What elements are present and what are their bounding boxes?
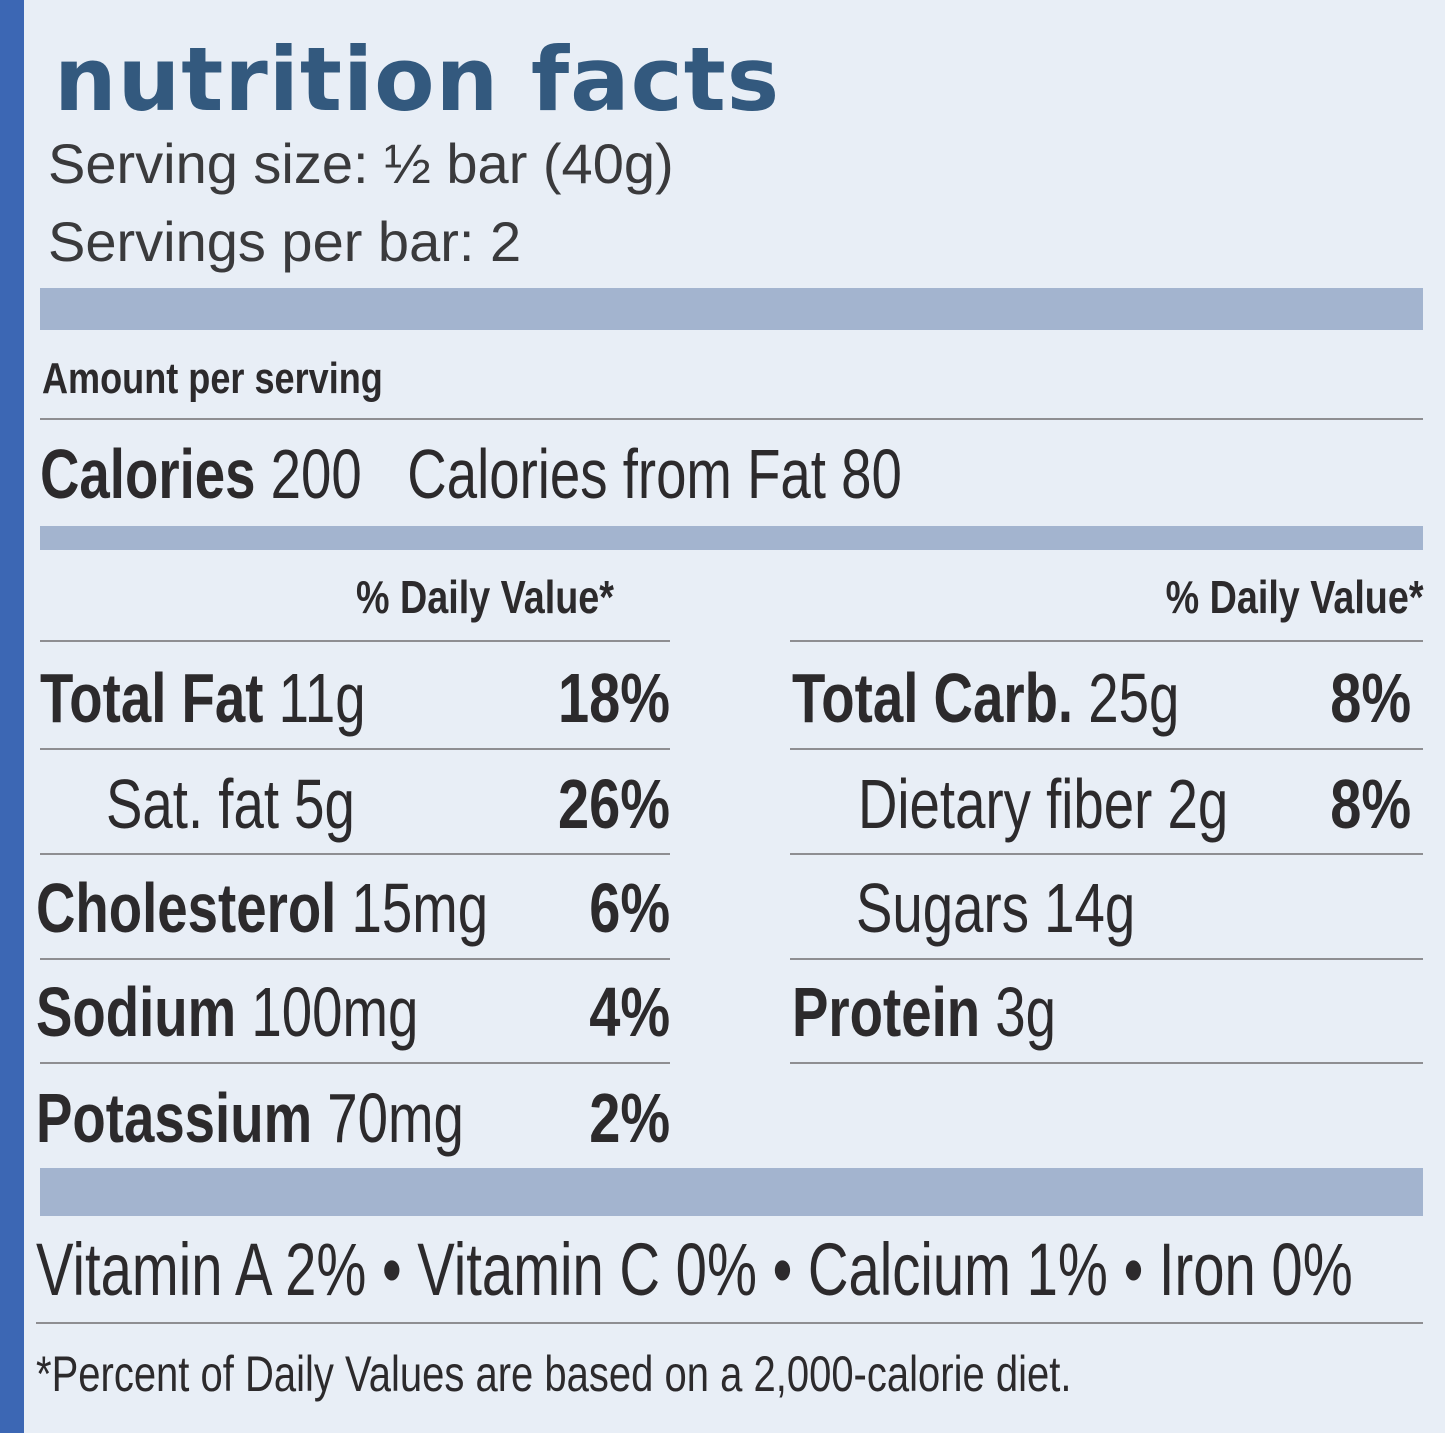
rule-left-4 (40, 1062, 670, 1064)
nutrient-potassium: Potassium 70mg (36, 1078, 464, 1158)
rule-right-2 (790, 853, 1423, 855)
label-title: nutrition facts (54, 28, 781, 131)
nutrient-amount: 3g (995, 973, 1057, 1051)
nutrient-cholesterol: Cholesterol 15mg (36, 868, 488, 948)
divider-footnote (36, 1322, 1423, 1324)
nutrient-label: Cholesterol (36, 869, 337, 947)
rule-right-3 (790, 958, 1423, 960)
nutrient-label: Protein (792, 973, 981, 1051)
nutrient-label: Sodium (36, 973, 237, 1051)
pct-total-carb: 8% (1330, 659, 1411, 737)
nutrition-label: nutrition facts Serving size: ½ bar (40g… (24, 0, 1445, 1433)
rule-right-0 (790, 640, 1423, 642)
nutrient-amount: 14g (1044, 869, 1136, 947)
nutrient-dietary-fiber: Dietary fiber 2g (858, 764, 1228, 844)
footnote: *Percent of Daily Values are based on a … (36, 1346, 1072, 1402)
rule-left-0 (40, 640, 670, 642)
nutrient-amount: 5g (294, 765, 355, 843)
serving-size: Serving size: ½ bar (40g) (48, 132, 674, 195)
nutrient-label: Sugars (856, 869, 1030, 947)
rule-right-4 (790, 1062, 1423, 1064)
pct-potassium: 2% (589, 1079, 670, 1157)
vitamins-line: Vitamin A 2% • Vitamin C 0% • Calcium 1%… (36, 1228, 1353, 1311)
amount-per-serving: Amount per serving (42, 354, 383, 403)
nutrient-total-carb: Total Carb. 25g (792, 658, 1179, 738)
pct-sat-fat: 26% (557, 765, 670, 843)
divider-calories (40, 418, 1423, 420)
nutrient-label: Potassium (36, 1079, 313, 1157)
nutrient-amount: 11g (278, 659, 366, 737)
calories-row: Calories 200 Calories from Fat 80 (40, 434, 902, 514)
dv-header-left: % Daily Value* (356, 571, 614, 623)
nutrient-total-fat: Total Fat 11g (40, 658, 366, 738)
pct-total-fat: 18% (557, 659, 670, 737)
nutrient-sugars: Sugars 14g (856, 868, 1135, 948)
calories-from-fat-label: Calories from Fat (407, 435, 826, 513)
nutrient-sodium: Sodium 100mg (36, 972, 418, 1052)
thick-divider-top (40, 288, 1423, 330)
nutrient-amount: 100mg (251, 973, 419, 1051)
nutrient-amount: 15mg (351, 869, 489, 947)
nutrient-label: Total Carb. (792, 659, 1074, 737)
nutrient-label: Sat. fat (106, 765, 280, 843)
nutrient-label: Dietary fiber (858, 765, 1153, 843)
pct-sodium: 4% (589, 973, 670, 1051)
servings-per-bar: Servings per bar: 2 (48, 210, 522, 273)
medium-divider (40, 526, 1423, 550)
pct-cholesterol: 6% (589, 869, 670, 947)
thick-divider-bottom (40, 1168, 1423, 1216)
dv-header-right: % Daily Value* (1165, 571, 1423, 623)
calories-value: 200 (270, 435, 362, 513)
nutrient-amount: 25g (1088, 659, 1180, 737)
rule-right-1 (790, 748, 1423, 750)
pct-dietary-fiber: 8% (1330, 765, 1411, 843)
nutrient-protein: Protein 3g (792, 972, 1056, 1052)
rule-left-2 (40, 853, 670, 855)
rule-left-3 (40, 958, 670, 960)
rule-left-1 (40, 748, 670, 750)
nutrient-amount: 2g (1167, 765, 1229, 843)
nutrient-amount: 70mg (327, 1079, 464, 1157)
nutrient-label: Total Fat (40, 659, 264, 737)
calories-from-fat-value: 80 (841, 435, 902, 513)
calories-label: Calories (40, 435, 256, 513)
nutrient-sat-fat: Sat. fat 5g (106, 764, 355, 844)
